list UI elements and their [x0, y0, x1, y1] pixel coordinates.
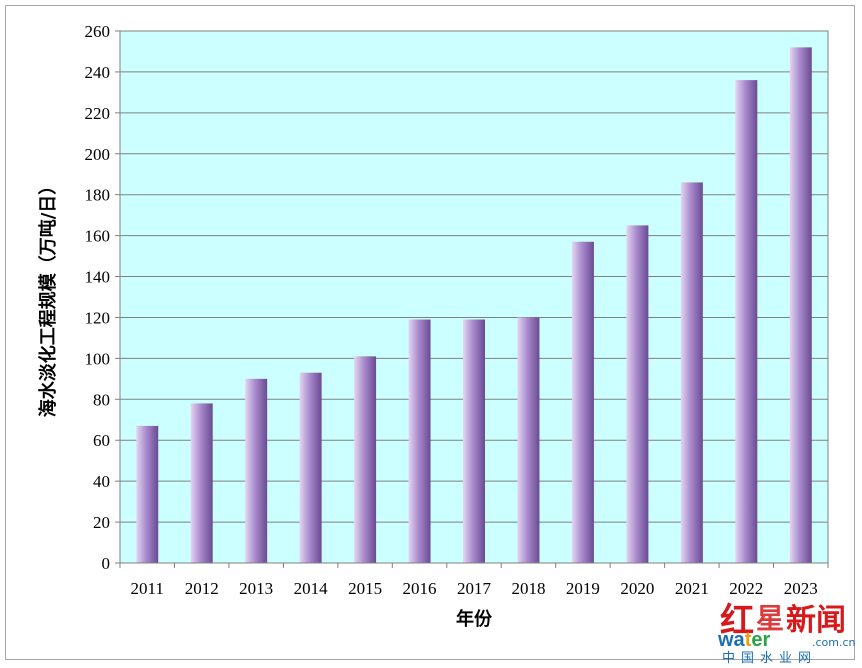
x-tick-label: 2023 — [784, 579, 818, 598]
x-tick-label: 2011 — [131, 579, 164, 598]
y-tick-label: 120 — [85, 308, 111, 327]
x-tick-label: 2017 — [457, 579, 492, 598]
y-tick-label: 220 — [85, 104, 111, 123]
y-tick-label: 100 — [85, 349, 111, 368]
x-axis-ticks: 2011 2012 2013 2014 2015 2016 2017 2018 2019 2020… — [119, 563, 829, 598]
y-axis-ticks: 0 20 40 60 80 100 120 140 160 180 200 220 240 260 — [85, 22, 120, 573]
x-tick-label: 2021 — [675, 579, 709, 598]
x-tick-label: 2016 — [403, 579, 437, 598]
y-tick-label: 40 — [93, 472, 110, 491]
bar-2017 — [463, 319, 485, 563]
bar-2012 — [190, 403, 213, 563]
bar-2019 — [571, 241, 594, 563]
x-axis-title: 年份 — [456, 608, 493, 630]
bar-2013 — [245, 378, 268, 563]
y-tick-label: 200 — [85, 145, 111, 164]
y-tick-label: 80 — [93, 390, 110, 409]
x-tick-label: 2013 — [239, 579, 273, 598]
x-tick-label: 2019 — [566, 579, 600, 598]
x-tick-label: 2012 — [185, 579, 219, 598]
bar-2022 — [735, 80, 758, 563]
watermark-domain: .com.cn — [812, 636, 856, 649]
x-tick-label: 2014 — [294, 579, 329, 598]
y-tick-label: 240 — [85, 63, 111, 82]
watermark-logo: 红 星 新闻 water .com.cn 中国水业网 — [717, 602, 856, 664]
y-tick-label: 260 — [85, 22, 111, 41]
x-tick-label: 2015 — [348, 579, 382, 598]
y-tick-label: 20 — [93, 513, 110, 532]
bar-2014 — [299, 372, 322, 563]
bars — [136, 47, 812, 563]
y-tick-label: 180 — [85, 186, 111, 205]
y-tick-label: 140 — [85, 268, 111, 287]
bar-2011 — [136, 425, 159, 563]
bar-2018 — [517, 317, 540, 563]
watermark-xinwen: 新闻 — [786, 603, 846, 638]
x-tick-label: 2022 — [729, 579, 763, 598]
bar-2016 — [408, 319, 431, 563]
bar-2015 — [354, 356, 377, 563]
y-tick-label: 0 — [102, 554, 111, 573]
watermark-star-glyph: 星 — [756, 602, 784, 635]
x-tick-label: 2018 — [511, 579, 545, 598]
bar-2020 — [626, 225, 649, 563]
bar-2023 — [789, 47, 812, 563]
bar-2021 — [680, 182, 703, 563]
y-tick-label: 60 — [93, 431, 110, 450]
watermark-water: water — [717, 629, 770, 651]
x-tick-label: 2020 — [620, 579, 654, 598]
watermark-water-network: 中国水业网 — [722, 651, 817, 664]
y-axis-title: 海水淡化工程规模（万吨/日） — [37, 177, 59, 418]
y-tick-label: 160 — [85, 227, 111, 246]
watermark-red-star-news: 红 — [720, 602, 754, 641]
